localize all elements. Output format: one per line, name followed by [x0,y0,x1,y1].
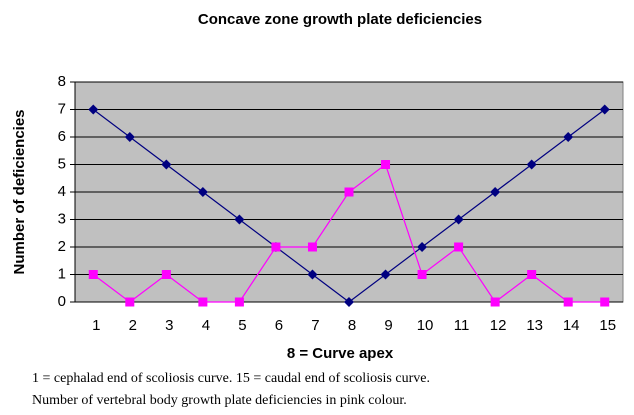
y-tick-label: 1 [58,265,66,282]
y-tick-label: 5 [58,155,66,172]
x-axis-label: 8 = Curve apex [287,345,394,362]
y-tick-label: 0 [58,293,66,310]
point [88,270,98,279]
y-tick-label: 4 [58,183,66,200]
point [600,297,610,307]
x-tick-label: 9 [384,317,392,334]
point [599,104,610,115]
caption: Number of vertebral body growth plate de… [32,393,407,408]
point [161,270,171,279]
x-tick-label: 5 [238,317,246,334]
point [490,187,501,197]
x-tick-label: 13 [526,317,543,334]
x-tick-label: 2 [129,317,137,334]
point [563,132,574,142]
y-axis-label: Number of deficiencies [11,109,28,274]
point [417,270,427,279]
x-tick-label: 3 [165,317,173,334]
point [307,242,317,252]
point [453,214,464,225]
point [344,187,354,197]
point [563,297,573,307]
y-tick-label: 7 [58,100,66,117]
point [307,269,318,280]
x-tick-label: 14 [563,317,580,334]
point [526,159,537,170]
point [88,104,99,115]
point [198,297,208,307]
y-tick-label: 6 [58,128,66,145]
caption: 1 = cephalad end of scoliosis curve. 15 … [32,371,430,386]
x-tick-label: 1 [92,317,100,334]
point [124,132,135,142]
x-tick-label: 12 [490,317,507,334]
point [234,297,244,307]
point [380,269,391,280]
point [490,297,500,307]
x-tick-label: 7 [311,317,319,334]
y-tick-label: 3 [58,210,66,227]
point [197,187,208,197]
point [234,214,245,225]
point [527,270,537,279]
x-tick-label: 4 [202,317,210,334]
x-tick-label: 10 [417,317,434,334]
x-tick-label: 11 [454,317,470,334]
y-tick-label: 2 [58,238,66,255]
point [454,242,464,252]
x-tick-label: 6 [275,317,283,334]
point [344,297,354,307]
y-tick-label: 8 [58,73,66,90]
point [381,160,391,169]
point [271,242,281,252]
x-tick-label: 8 [348,317,356,334]
point [125,297,135,307]
point [417,242,428,252]
point [161,159,172,170]
x-tick-label: 15 [599,317,616,334]
chart-title: Concave zone growth plate deficiencies [198,11,482,28]
